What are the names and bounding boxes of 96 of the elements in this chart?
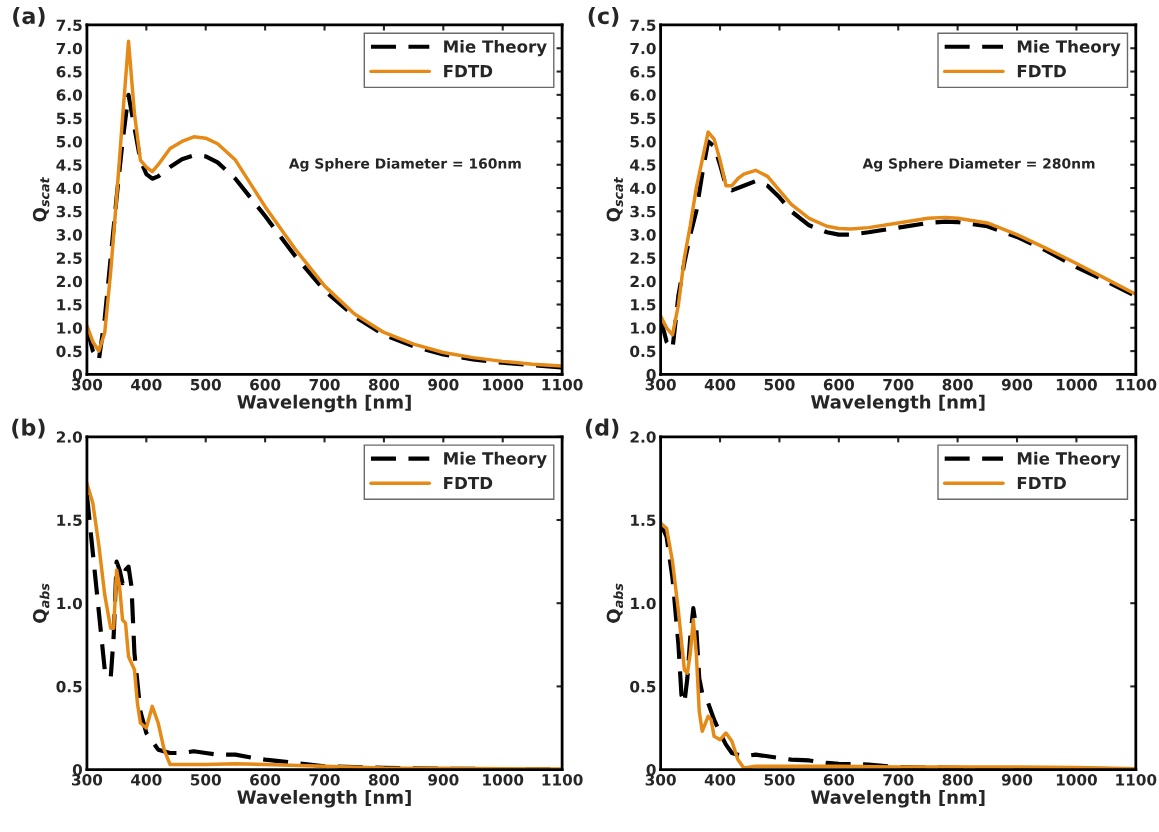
y-tick-label: 6.5 [56,66,82,78]
x-tick-label: 500 [190,378,221,391]
x-tick-label: 500 [190,774,221,786]
y-tick-label: 7.5 [630,19,656,31]
y-tick-label: 3.5 [630,205,656,218]
legend-label: Mie Theory [1017,451,1121,469]
x-tick-label: 900 [428,774,459,786]
x-tick-label: 1000 [1056,378,1097,391]
x-tick-label: 1000 [483,378,524,391]
y-tick-label: 0.5 [630,345,656,358]
x-tick-label: 700 [309,774,340,786]
y-tick-label: 6.0 [56,89,83,101]
legend-label: FDTD [444,65,493,78]
x-tick-label: 800 [368,774,400,786]
y-tick-label: 6.0 [630,89,656,101]
chart-title: (d) [585,418,619,439]
x-axis-title: Wavelength [nm] [237,394,411,413]
y-tick-label: 0.5 [630,680,656,693]
x-tick-label: 1100 [1116,378,1157,391]
y-tick-label: 5.0 [630,135,656,148]
y-tick-label: 4.5 [56,159,82,171]
annotation: Ag Sphere Diameter = 160nm [288,157,521,172]
x-tick-label: 900 [1001,378,1033,391]
x-tick-label: 600 [823,774,855,786]
x-tick-label: 600 [823,378,855,391]
y-tick-label: 4.5 [630,159,656,171]
y-tick-label: 3.0 [56,229,83,241]
y-tick-label: 5.0 [56,135,83,148]
legend-label: FDTD [1017,476,1066,490]
legend-label: Mie Theory [1017,39,1121,57]
y-tick-label: 7.0 [56,42,83,55]
x-tick-label: 800 [942,774,973,786]
chart-title: (b) [12,418,45,439]
y-tick-label: 2.0 [56,275,83,288]
legend-label: FDTD [1017,65,1066,78]
y-tick-label: 5.5 [56,112,82,125]
y-tick-label: 4.0 [56,182,83,195]
x-tick-label: 300 [645,774,676,786]
x-axis-title: Wavelength [nm] [237,789,411,808]
y-tick-label: 6.5 [630,66,656,78]
x-tick-label: 700 [883,378,914,391]
x-tick-label: 1000 [1056,774,1097,786]
x-tick-label: 1100 [542,378,583,391]
chart-title: (a) [13,6,45,27]
x-tick-label: 600 [250,774,281,786]
x-tick-label: 1000 [483,774,524,786]
x-tick-label: 700 [883,774,914,786]
x-tick-label: 400 [704,378,736,391]
y-tick-label: 3.0 [630,229,656,241]
y-tick-label: 1.0 [631,597,656,610]
x-tick-label: 600 [250,378,281,391]
x-tick-label: 900 [1001,774,1033,786]
x-tick-label: 400 [704,774,736,786]
y-axis-title: Q$_{scat}$ [32,177,50,222]
x-tick-label: 500 [764,774,795,786]
y-tick-label: 3.5 [56,205,82,218]
x-tick-label: 1100 [542,774,583,786]
x-tick-label: 800 [942,378,973,391]
y-tick-label: 0.5 [56,345,82,358]
x-tick-label: 800 [368,378,400,391]
y-tick-label: 2.5 [56,252,82,264]
y-tick-label: 1.0 [57,322,83,334]
y-tick-label: 4.0 [630,182,656,195]
y-tick-label: 0 [646,764,656,776]
legend-label: FDTD [444,476,493,490]
legend-label: Mie Theory [444,39,547,57]
y-tick-label: 1.5 [631,299,656,311]
y-tick-label: 7.5 [56,19,82,31]
y-tick-label: 1.5 [57,299,82,311]
y-tick-label: 2.0 [56,431,83,443]
y-tick-label: 1.5 [57,514,82,527]
x-tick-label: 300 [72,774,103,786]
x-tick-label: 1100 [1116,774,1157,786]
y-tick-label: 0.5 [56,680,82,693]
y-tick-label: 1.0 [631,322,656,334]
y-axis-title: Q$_{abs}$ [606,583,624,623]
y-axis-title: Q$_{abs}$ [32,583,50,623]
y-tick-label: 7.0 [630,42,656,55]
x-tick-label: 700 [309,378,340,391]
line-series [86,39,563,368]
x-tick-label: 400 [131,378,162,391]
y-axis-title: Q$_{scat}$ [606,177,624,222]
y-tick-label: 2.5 [630,252,656,264]
x-tick-label: 900 [428,378,459,391]
annotation: Ag Sphere Diameter = 280nm [862,157,1095,172]
x-tick-label: 500 [764,378,795,391]
chart-title: (c) [588,6,619,27]
x-axis-title: Wavelength [nm] [810,394,985,413]
y-tick-label: 1.0 [57,597,83,610]
legend-label: Mie Theory [444,451,547,469]
y-tick-label: 5.5 [630,112,656,125]
y-tick-label: 2.0 [630,431,656,443]
x-tick-label: 400 [131,774,162,786]
x-axis-title: Wavelength [nm] [810,789,985,808]
y-tick-label: 1.5 [631,514,656,527]
y-tick-label: 2.0 [630,275,656,288]
